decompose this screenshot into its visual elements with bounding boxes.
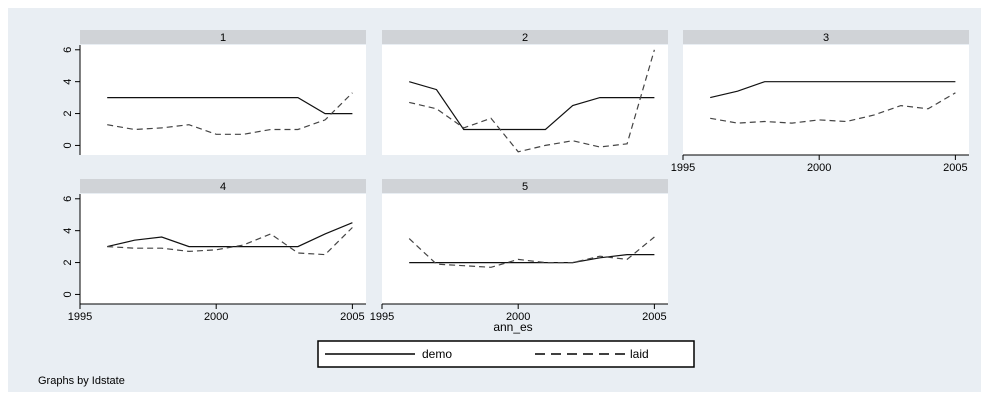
series-line-laid [107,227,353,256]
series-line-laid [710,92,956,124]
x-tick-label: 2000 [204,311,228,323]
panel-title: 4 [220,181,226,193]
plot-area [80,194,366,304]
series-line-demo [107,96,353,115]
x-tick-label: 2005 [642,311,666,323]
y-tick-label: 2 [62,259,74,265]
x-tick-label: 1995 [68,311,92,323]
plot-area [382,45,668,155]
panel-title-bar [683,30,969,44]
panel-title: 2 [522,32,528,44]
x-axis-title: ann_es [493,320,532,334]
x-tick-label: 1995 [671,162,695,174]
x-tick-label: 2005 [943,162,967,174]
y-tick-label: 6 [62,47,74,53]
legend-label: laid [630,347,649,361]
x-tick-label: 2000 [807,162,831,174]
x-tick-label: 2000 [506,311,530,323]
series-line-demo [409,81,655,131]
plot-area [683,45,969,155]
legend-box [317,340,695,368]
series-line-laid [408,236,655,268]
panel-5: 5 1995 2000 2005 [370,179,668,323]
x-tick-label: 1995 [370,311,394,323]
plot-area [382,194,668,304]
y-tick-label: 0 [62,291,74,297]
panel-2: 2 [382,30,668,155]
panel-4: 4 0 2 4 6 1995 2000 2005 [62,179,366,323]
y-tick-label: 4 [62,228,74,234]
series-line-laid [107,92,353,135]
series-line-demo [710,81,956,99]
y-tick-label: 2 [62,110,74,116]
figure-note: Graphs by Idstate [38,375,125,387]
panel-title-bar [382,30,668,44]
panel-title-bar [80,30,366,44]
series-line-demo [409,254,655,264]
plot-area [80,45,366,155]
panel-title: 1 [220,32,226,44]
panel-title-bar [382,179,668,193]
panel-1: 1 0 2 4 6 [62,30,366,155]
legend: demo laid [317,340,695,368]
panel-3: 3 1995 2000 2005 [671,30,969,174]
series-line-laid [409,49,655,153]
panel-title-bar [80,179,366,193]
legend-label: demo [422,347,452,361]
y-tick-label: 4 [62,79,74,85]
x-tick-label: 2005 [340,311,364,323]
panel-title: 5 [522,181,528,193]
series-line-demo [107,222,353,248]
panel-title: 3 [823,32,829,44]
y-tick-label: 6 [62,196,74,202]
y-tick-label: 0 [62,142,74,148]
